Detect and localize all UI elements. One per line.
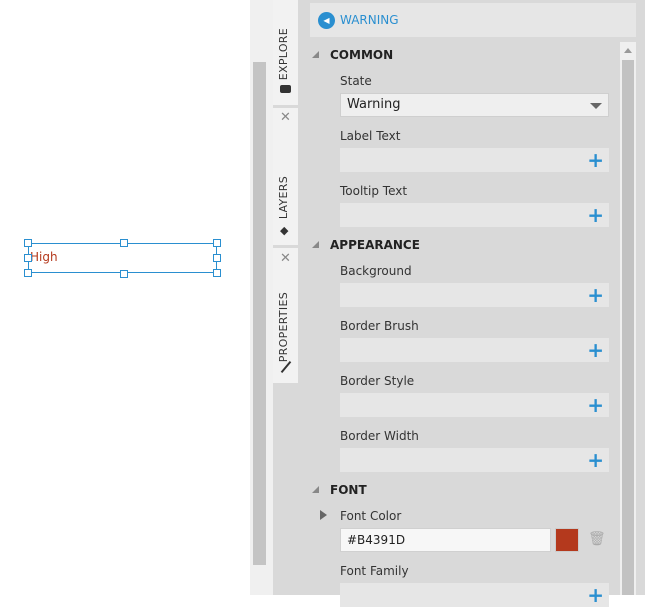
state-label: State [340,74,372,88]
tab-properties-label: PROPERTIES [277,292,290,363]
tooltip-text-label: Tooltip Text [340,184,408,198]
section-font[interactable]: FONT [330,483,367,497]
resize-handle[interactable] [120,239,128,247]
layers-icon: ◆ [280,224,289,237]
tab-explore-label: EXPLORE [277,28,290,81]
section-common[interactable]: COMMON [330,48,394,62]
label-text-field[interactable]: + [340,148,609,172]
resize-handle[interactable] [213,239,221,247]
collapse-icon[interactable] [312,51,319,58]
label-text-label: Label Text [340,129,401,143]
background-field[interactable]: + [340,283,609,307]
add-icon[interactable]: + [587,448,604,472]
scroll-up-icon[interactable] [624,48,632,53]
tooltip-text-field[interactable]: + [340,203,609,227]
font-family-field[interactable]: + [340,583,609,607]
add-icon[interactable]: + [587,283,604,307]
close-icon[interactable]: ✕ [280,251,291,266]
panel-header: ◀ WARNING [310,3,636,37]
scroll-thumb[interactable] [622,60,634,595]
border-style-field[interactable]: + [340,393,609,417]
trash-icon[interactable]: 🗑 [588,531,606,547]
resize-handle[interactable] [24,254,32,262]
brush-icon [280,360,292,374]
resize-handle[interactable] [24,239,32,247]
tab-properties[interactable]: ✕ PROPERTIES [273,248,298,383]
border-width-field[interactable]: + [340,448,609,472]
side-tabs: EXPLORE ✕ LAYERS ◆ ✕ PROPERTIES [273,0,298,595]
database-icon [280,85,291,93]
font-color-input[interactable]: #B4391D [340,528,551,552]
chevron-down-icon [590,103,602,109]
add-icon[interactable]: + [587,148,604,172]
add-icon[interactable]: + [587,338,604,362]
collapse-icon[interactable] [312,486,319,493]
state-value: Warning [347,97,401,112]
resize-handle[interactable] [213,269,221,277]
section-appearance[interactable]: APPEARANCE [330,238,420,252]
color-swatch[interactable] [555,528,579,552]
resize-handle[interactable] [120,270,128,278]
border-width-label: Border Width [340,429,419,443]
tab-explore[interactable]: EXPLORE [273,0,298,105]
panel-title: WARNING [340,13,399,27]
font-family-label: Font Family [340,564,409,578]
resize-handle[interactable] [213,254,221,262]
panel-scrollbar[interactable] [620,42,636,595]
canvas-scrollbar[interactable] [253,62,266,565]
add-icon[interactable]: + [587,203,604,227]
properties-panel: ◀ WARNING COMMON State Warning Label Tex… [298,0,645,607]
back-button[interactable]: ◀ [318,12,335,29]
font-color-label: Font Color [340,509,402,523]
resize-handle[interactable] [24,269,32,277]
canvas[interactable]: High [0,0,250,595]
add-icon[interactable]: + [587,583,604,607]
tab-layers-label: LAYERS [277,176,290,220]
state-dropdown[interactable]: Warning [340,93,609,117]
tab-layers[interactable]: ✕ LAYERS ◆ [273,108,298,245]
canvas-scroll-track [250,0,273,595]
border-brush-label: Border Brush [340,319,419,333]
selection-box[interactable] [28,243,217,273]
expand-icon[interactable] [320,510,327,520]
background-label: Background [340,264,412,278]
border-style-label: Border Style [340,374,415,388]
collapse-icon[interactable] [312,241,319,248]
close-icon[interactable]: ✕ [280,110,291,125]
border-brush-field[interactable]: + [340,338,609,362]
add-icon[interactable]: + [587,393,604,417]
text-element[interactable]: High [30,250,58,264]
